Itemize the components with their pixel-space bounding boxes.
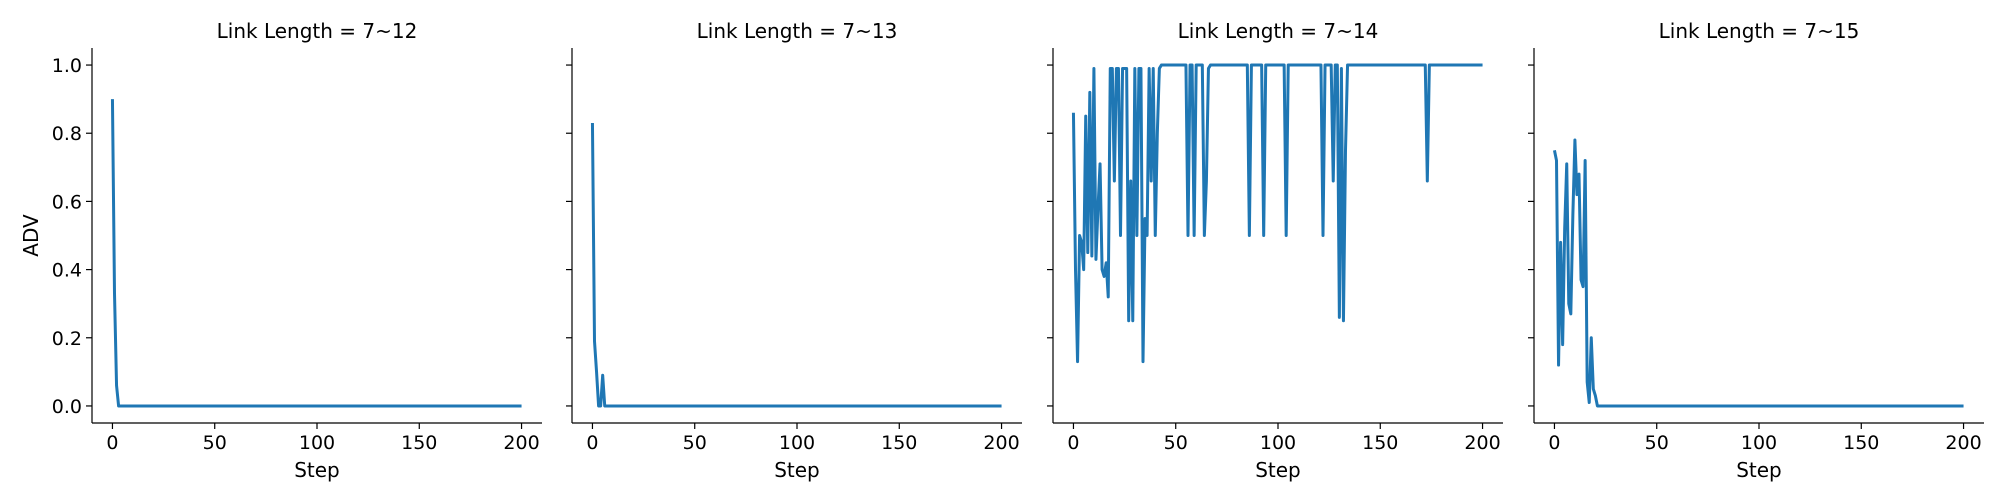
- y-tick-label: 0.0: [52, 396, 82, 418]
- series-line: [110, 99, 522, 408]
- x-tick-label: 100: [1260, 432, 1296, 454]
- series-line: [590, 122, 1002, 408]
- panel-title: Link Length = 7~13: [697, 19, 898, 43]
- y-tick-label: 0.2: [52, 328, 82, 350]
- x-tick-label: 150: [1362, 432, 1398, 454]
- x-tick-label: 200: [503, 432, 539, 454]
- x-tick-label: 100: [299, 432, 335, 454]
- panel-3: Link Length = 7~14 0 50 100 150 200 Step: [1047, 19, 1503, 482]
- panel-2: Link Length = 7~13 0 50 100 150 200 Step: [566, 19, 1022, 482]
- x-tick-label: 200: [1464, 432, 1500, 454]
- panel-4: Link Length = 7~15 0 50 100 150 200 Step: [1528, 19, 1984, 482]
- x-tick-label: 0: [1067, 432, 1079, 454]
- panel-title: Link Length = 7~12: [217, 19, 418, 43]
- x-tick-label: 0: [586, 432, 598, 454]
- y-tick-label: 0.8: [52, 123, 82, 145]
- x-tick-label: 150: [1843, 432, 1879, 454]
- x-axis-label: Step: [294, 458, 340, 482]
- x-tick-label: 150: [881, 432, 917, 454]
- x-tick-label: 50: [203, 432, 227, 454]
- x-axis-label: Step: [1255, 458, 1301, 482]
- y-tick-label: 0.6: [52, 191, 82, 213]
- x-tick-label: 50: [1645, 432, 1669, 454]
- x-tick-label: 50: [1164, 432, 1188, 454]
- x-tick-label: 0: [1548, 432, 1560, 454]
- x-tick-label: 50: [683, 432, 707, 454]
- y-axis-label: ADV: [19, 214, 43, 257]
- panel-title: Link Length = 7~14: [1178, 19, 1379, 43]
- x-axis-label: Step: [774, 458, 820, 482]
- x-tick-label: 100: [779, 432, 815, 454]
- x-axis-label: Step: [1736, 458, 1782, 482]
- x-tick-label: 100: [1741, 432, 1777, 454]
- x-tick-label: 200: [1945, 432, 1981, 454]
- panel-1: Link Length = 7~12 0 50 100 150 200 0.0 0.2 0.4 0…: [19, 19, 542, 482]
- series-line: [1552, 138, 1964, 408]
- series-line: [1071, 63, 1483, 364]
- panel-title: Link Length = 7~15: [1659, 19, 1860, 43]
- x-tick-label: 150: [401, 432, 437, 454]
- y-tick-label: 0.4: [52, 260, 82, 282]
- x-tick-label: 200: [983, 432, 1019, 454]
- x-tick-label: 0: [106, 432, 118, 454]
- y-tick-label: 1.0: [52, 55, 82, 77]
